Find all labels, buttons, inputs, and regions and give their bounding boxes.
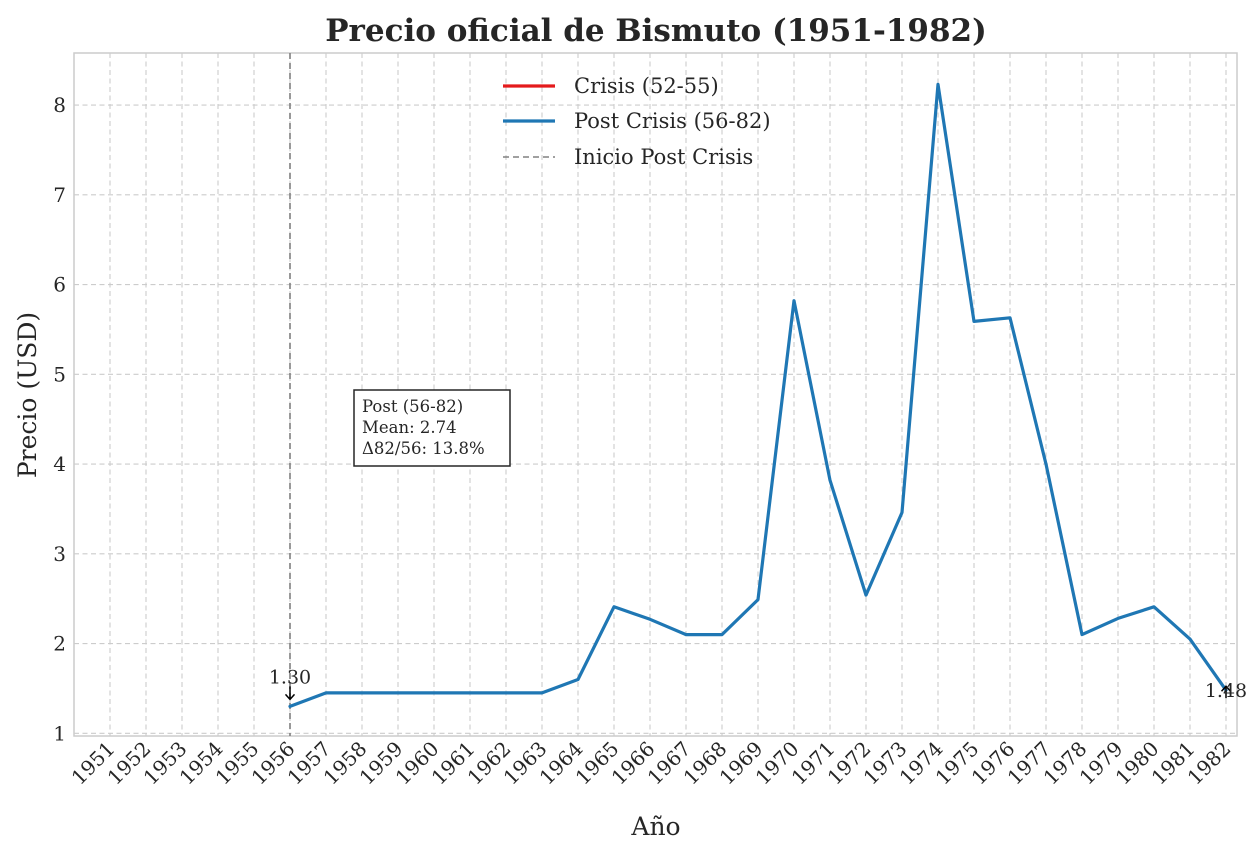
y-tick-label: 1 <box>53 721 66 745</box>
annotation-start-arrow <box>284 686 296 701</box>
legend-label-post-crisis: Post Crisis (56-82) <box>574 109 771 133</box>
stats-box: Post (56-82) Mean: 2.74 Δ82/56: 13.8% <box>353 389 511 467</box>
stats-box-mean: Mean: 2.74 <box>362 418 457 437</box>
y-axis-ticks: 1 2 3 4 5 6 7 8 <box>53 93 66 745</box>
annotation-end-value: 1.48 <box>1205 680 1247 702</box>
annotation-end-arrow <box>1220 685 1232 699</box>
x-axis-label: Año <box>630 812 680 841</box>
series-line-1 <box>288 82 1228 709</box>
annotation-start-value: 1.30 <box>269 666 311 688</box>
plot-area-border <box>73 52 1238 737</box>
stats-box-frame <box>353 389 511 467</box>
y-tick-label: 6 <box>53 273 66 297</box>
x-axis-ticks: 1951195219531954195519561957195819591960… <box>67 737 1236 790</box>
legend-label-vline: Inicio Post Crisis <box>574 145 753 169</box>
legend-label-crisis: Crisis (52-55) <box>574 74 719 98</box>
y-tick-label: 7 <box>53 183 66 207</box>
y-tick-label: 3 <box>53 542 66 566</box>
y-tick-label: 2 <box>53 632 66 656</box>
stats-box-title: Post (56-82) <box>362 397 463 416</box>
stats-box-change: Δ82/56: 13.8% <box>362 439 485 458</box>
legend: Crisis (52-55) Post Crisis (56-82) Inici… <box>503 74 771 169</box>
y-tick-label: 5 <box>53 362 66 386</box>
series <box>288 82 1228 709</box>
y-tick-label: 8 <box>53 93 66 117</box>
chart-title: Precio oficial de Bismuto (1951-1982) <box>325 13 987 49</box>
y-axis-label: Precio (USD) <box>13 312 42 478</box>
x-tick-label: 1982 <box>1183 737 1236 790</box>
annotations: 1.30 1.48 <box>269 666 1247 702</box>
y-tick-label: 4 <box>53 452 66 476</box>
